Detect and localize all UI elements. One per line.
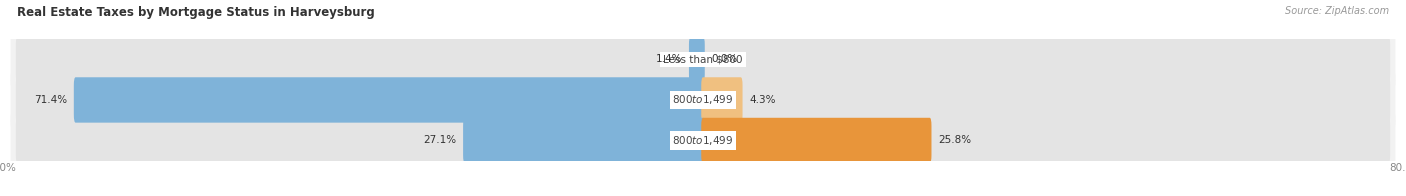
- FancyBboxPatch shape: [702, 118, 932, 163]
- FancyBboxPatch shape: [689, 37, 704, 82]
- Text: 25.8%: 25.8%: [939, 135, 972, 145]
- FancyBboxPatch shape: [15, 37, 1391, 82]
- Text: Real Estate Taxes by Mortgage Status in Harveysburg: Real Estate Taxes by Mortgage Status in …: [17, 6, 374, 19]
- Text: Less than $800: Less than $800: [664, 54, 742, 64]
- Text: $800 to $1,499: $800 to $1,499: [672, 93, 734, 106]
- Text: 27.1%: 27.1%: [423, 135, 456, 145]
- Text: Source: ZipAtlas.com: Source: ZipAtlas.com: [1285, 6, 1389, 16]
- Text: 1.4%: 1.4%: [655, 54, 682, 64]
- FancyBboxPatch shape: [702, 77, 742, 123]
- FancyBboxPatch shape: [11, 28, 1395, 91]
- FancyBboxPatch shape: [11, 109, 1395, 172]
- Text: $800 to $1,499: $800 to $1,499: [672, 134, 734, 147]
- FancyBboxPatch shape: [463, 118, 704, 163]
- FancyBboxPatch shape: [11, 68, 1395, 132]
- Text: 0.0%: 0.0%: [711, 54, 738, 64]
- Text: 71.4%: 71.4%: [34, 95, 66, 105]
- Text: 4.3%: 4.3%: [749, 95, 776, 105]
- FancyBboxPatch shape: [15, 118, 1391, 163]
- FancyBboxPatch shape: [73, 77, 704, 123]
- FancyBboxPatch shape: [15, 77, 1391, 123]
